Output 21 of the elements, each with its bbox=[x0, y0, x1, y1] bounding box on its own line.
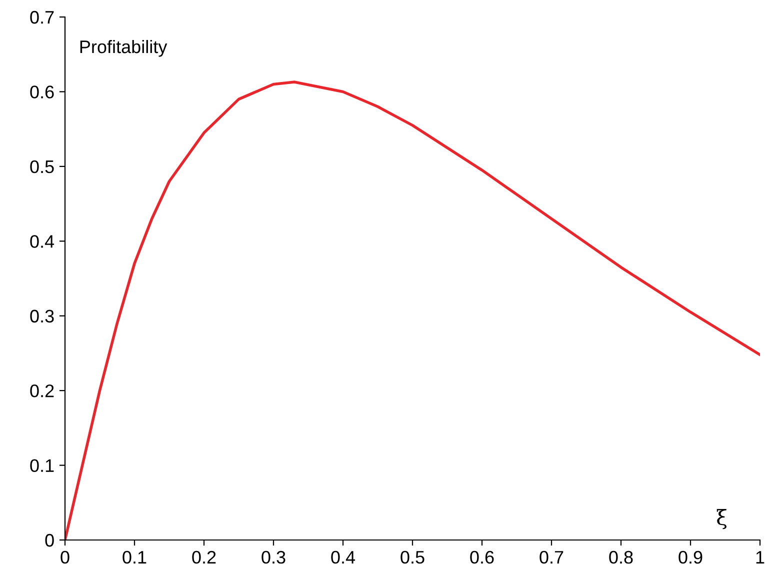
x-tick-label: 1 bbox=[756, 551, 764, 564]
y-tick-label: 0.4 bbox=[30, 235, 54, 248]
y-tick-label: 0.2 bbox=[30, 384, 54, 398]
y-tick-label: 0.6 bbox=[30, 86, 54, 98]
y-tick-label: 0.3 bbox=[30, 310, 54, 323]
y-axis-title: Profitability bbox=[80, 40, 168, 57]
x-tick-label: 0.1 bbox=[122, 550, 146, 564]
y-tick-label: 0.5 bbox=[30, 160, 54, 174]
x-tick-label: 0.8 bbox=[609, 550, 633, 564]
x-tick-label: 0.7 bbox=[540, 550, 564, 564]
x-tick-label: 0 bbox=[60, 550, 70, 564]
x-tick-label: 0.5 bbox=[400, 550, 424, 564]
y-tick-label: 0.1 bbox=[30, 459, 54, 472]
x-tick-label: 0.6 bbox=[470, 550, 494, 564]
x-tick-label: 0.9 bbox=[678, 550, 702, 564]
x-tick-label: 0.4 bbox=[331, 550, 356, 564]
x-tick-label: 0.2 bbox=[192, 550, 216, 564]
x-tick-label: 0.3 bbox=[262, 550, 286, 564]
y-tick-label: 0.7 bbox=[30, 10, 54, 24]
y-tick-label: 0 bbox=[45, 534, 54, 547]
x-axis-title: ξ bbox=[716, 508, 726, 530]
